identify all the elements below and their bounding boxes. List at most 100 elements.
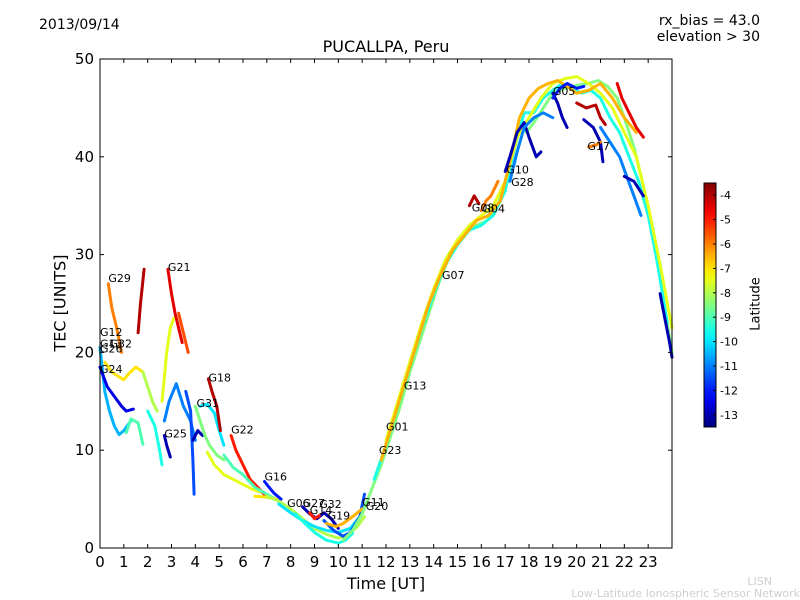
y-tick-label: 40	[75, 148, 94, 166]
x-tick-label: 9	[310, 553, 320, 571]
bias-info: rx_bias = 43.0 elevation > 30	[657, 13, 760, 45]
tec-track-4	[136, 267, 146, 335]
satellite-label-g12: G12	[100, 326, 123, 339]
tec-track-15	[191, 429, 204, 442]
tec-track-7	[124, 417, 145, 446]
satellite-label-g32: G32	[319, 498, 342, 511]
satellite-label-g22: G22	[231, 424, 254, 437]
colorbar-tick-label: -10	[720, 336, 738, 349]
x-tick-label: 12	[376, 553, 395, 571]
watermark-lisn: LISN	[747, 575, 772, 588]
x-tick-label: 17	[496, 553, 515, 571]
tec-track-28	[308, 511, 321, 521]
x-tick-label: 14	[424, 553, 443, 571]
satellite-label-g13: G13	[404, 380, 427, 393]
x-tick-label: 2	[143, 553, 153, 571]
y-tick-label: 0	[84, 539, 94, 557]
satellite-label-g01: G01	[386, 421, 409, 434]
tec-track-14	[184, 390, 196, 496]
tec-track-42	[582, 118, 605, 164]
tec-track-18	[206, 377, 222, 433]
satellite-label-g19: G19	[328, 510, 351, 523]
satellite-label-g25: G25	[164, 427, 187, 440]
tec-track-6	[98, 365, 135, 413]
y-tick-label: 20	[75, 343, 94, 361]
satellite-label-g08: G08	[472, 202, 495, 215]
satellite-label-g27: G27	[303, 497, 326, 510]
colorbar-tick-label: -12	[720, 384, 738, 397]
colorbar-tick-label: -5	[720, 214, 731, 227]
satellite-label-g07: G07	[442, 269, 465, 282]
satellite-label-g05: G05	[553, 85, 576, 98]
tec-track-30	[324, 507, 364, 528]
x-tick-label: 0	[95, 553, 105, 571]
satellite-label-g24: G24	[100, 363, 123, 376]
satellite-label-g29: G29	[108, 272, 131, 285]
x-tick-label: 6	[238, 553, 248, 571]
colorbar-tick-label: -9	[720, 311, 731, 324]
satellite-label-g18: G18	[208, 372, 231, 385]
x-tick-label: 1	[119, 553, 129, 571]
tec-track-16	[193, 404, 226, 462]
watermark-network: Low-Latitude Ionospheric Sensor Network	[571, 587, 800, 600]
tec-track-9	[166, 267, 184, 345]
x-tick-label: 5	[214, 553, 224, 571]
tec-track-19	[205, 450, 264, 494]
x-tick-label: 19	[543, 553, 562, 571]
tec-track-37	[503, 121, 543, 173]
tec-track-31	[341, 79, 674, 542]
satellite-label-g14: G14	[310, 504, 333, 517]
satellite-label-g31: G31	[197, 397, 220, 410]
satellite-label-g10: G10	[506, 163, 529, 176]
colorbar-tick-label: -11	[720, 360, 738, 373]
rx-bias-label: rx_bias = 43.0	[658, 13, 760, 29]
x-tick-label: 13	[400, 553, 419, 571]
satellite-label-g13: G13	[100, 338, 123, 351]
tec-track-36	[479, 179, 500, 213]
tec-track-22	[263, 480, 283, 501]
x-tick-label: 8	[286, 553, 296, 571]
tec-track-11	[146, 409, 164, 467]
satellite-label-g20: G20	[366, 500, 389, 513]
x-tick-label: 22	[615, 553, 634, 571]
x-axis-label: Time [UT]	[346, 574, 426, 593]
x-tick-label: 16	[472, 553, 491, 571]
tec-track-21	[222, 453, 281, 503]
y-tick-label: 50	[75, 50, 94, 68]
satellite-label-g04: G04	[483, 203, 506, 216]
colorbar-tick-label: -6	[720, 238, 731, 251]
tec-track-10	[177, 311, 190, 354]
tec-track-40	[551, 82, 586, 100]
tec-track-39	[551, 91, 569, 129]
satellite-label-g26: G26	[100, 342, 123, 355]
tec-track-8	[160, 316, 176, 403]
chart-title: PUCALLPA, Peru	[322, 37, 450, 56]
colorbar-tick-label: -13	[720, 409, 738, 422]
x-tick-label: 7	[262, 553, 272, 571]
x-tick-label: 21	[591, 553, 610, 571]
y-tick-label: 30	[75, 246, 94, 264]
x-tick-label: 4	[191, 553, 201, 571]
x-tick-label: 11	[353, 553, 372, 571]
tec-track-17	[198, 402, 226, 447]
satellite-label-g16: G16	[264, 471, 287, 484]
tec-track-35	[467, 194, 481, 208]
tec-track-3	[141, 370, 159, 413]
date-label: 2013/09/14	[39, 17, 120, 33]
tec-track-44	[599, 126, 643, 217]
tec-track-1	[106, 282, 123, 354]
x-tick-label: 20	[567, 553, 586, 571]
colorbar-tick-label: -4	[720, 189, 731, 202]
tec-track-5	[98, 346, 133, 437]
tec-track-2	[103, 360, 145, 382]
plot-frame	[99, 58, 673, 549]
tec-track-43	[587, 140, 602, 149]
colorbar-tick-label: -8	[720, 287, 731, 300]
tec-track-13	[162, 434, 172, 459]
satellite-label-g21: G21	[168, 261, 191, 274]
satellite-label-g17: G17	[587, 140, 610, 153]
satellite-label-g28: G28	[511, 176, 534, 189]
satellite-label-g06: G06	[287, 497, 310, 510]
x-tick-label: 10	[329, 553, 348, 571]
